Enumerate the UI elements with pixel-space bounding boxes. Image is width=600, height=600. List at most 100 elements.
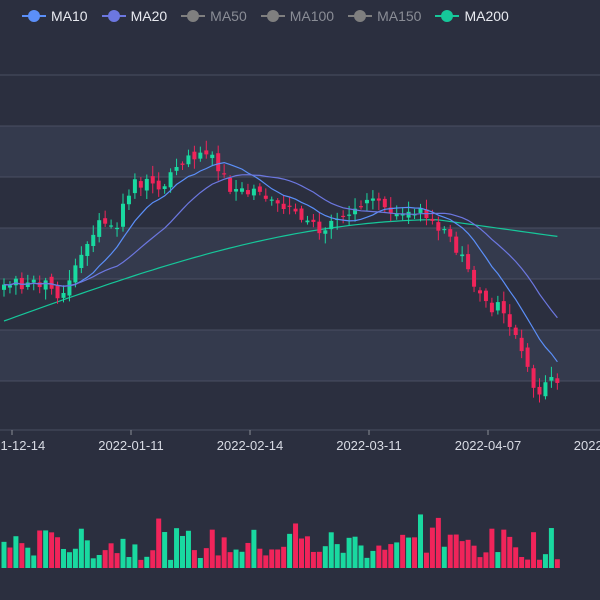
candle	[263, 195, 268, 199]
volume-bar	[441, 546, 447, 568]
candle	[501, 301, 506, 314]
candle	[549, 377, 554, 381]
legend-item-ma10[interactable]: MA10	[22, 8, 88, 24]
volume-bar	[299, 538, 304, 568]
volume-bar	[174, 528, 180, 568]
volume-bar	[418, 514, 423, 568]
candle	[180, 163, 185, 165]
volume-bar	[406, 537, 412, 568]
volume-bar	[150, 550, 156, 568]
plot-band	[0, 75, 600, 126]
candle	[204, 150, 209, 155]
legend-label: MA150	[377, 8, 422, 24]
volume-bar	[7, 547, 13, 568]
volume-bar	[412, 537, 418, 568]
volume-bar	[287, 533, 293, 568]
volume-bar	[340, 552, 346, 568]
volume-bar	[388, 544, 394, 568]
volume-bar	[84, 540, 90, 568]
legend-item-ma150[interactable]: MA150	[348, 8, 421, 24]
legend-label: MA20	[130, 8, 168, 24]
plot-band	[0, 330, 600, 381]
candle	[489, 302, 494, 313]
candle	[472, 269, 477, 287]
candle	[418, 207, 423, 214]
candle	[19, 277, 24, 290]
candle	[37, 282, 42, 288]
plot-band	[0, 126, 600, 177]
volume-bar	[102, 550, 108, 568]
candle	[192, 151, 197, 160]
volume-bar	[43, 530, 49, 568]
legend-marker-icon	[260, 10, 285, 22]
candle	[382, 198, 387, 208]
candle	[240, 188, 244, 192]
legend-marker-icon	[22, 10, 46, 22]
candle	[251, 188, 256, 196]
volume-bar	[19, 543, 25, 568]
legend-item-ma50[interactable]: MA50	[181, 8, 247, 24]
x-tick-label: 2022-01-11	[98, 438, 164, 453]
volume-bar	[489, 528, 495, 568]
volume-bar	[55, 537, 61, 568]
volume-bar	[334, 544, 340, 568]
volume-bar	[245, 542, 251, 568]
candle	[174, 167, 179, 171]
candle	[91, 234, 96, 247]
candle	[495, 302, 500, 311]
legend-item-ma20[interactable]: MA20	[101, 8, 168, 24]
candle	[49, 276, 54, 289]
volume-bar	[459, 541, 465, 568]
candle	[531, 368, 536, 388]
legend-label: MA100	[289, 8, 335, 24]
candle	[210, 154, 215, 159]
volume-bar	[239, 551, 245, 568]
legend-marker-icon	[101, 10, 126, 22]
volume-bar	[138, 559, 144, 568]
volume-bar	[322, 546, 328, 568]
candle	[269, 199, 274, 201]
volume-bar	[31, 555, 37, 568]
ma200-line	[3, 218, 558, 322]
volume-bar	[233, 549, 239, 568]
candle	[67, 280, 72, 296]
candle	[364, 199, 369, 204]
volume-bar	[316, 551, 322, 568]
volume-bar	[78, 528, 84, 568]
volume-bar	[275, 549, 281, 568]
volume-bar	[1, 541, 7, 568]
candle	[115, 227, 120, 230]
volume-bar	[197, 557, 203, 568]
volume-bar	[542, 554, 548, 568]
candle	[454, 236, 459, 253]
volume-bar	[96, 554, 102, 568]
candle	[138, 181, 143, 188]
candle	[234, 189, 239, 192]
volume-bar	[49, 532, 55, 568]
candle	[156, 180, 161, 190]
legend-marker-icon	[435, 10, 460, 22]
candle	[85, 244, 90, 257]
legend-item-ma100[interactable]: MA100	[260, 8, 335, 24]
candle	[55, 285, 60, 299]
candle	[323, 230, 328, 234]
volume-bar	[423, 552, 429, 568]
volume-bar	[37, 530, 43, 568]
volume-bar	[525, 559, 531, 568]
candle	[448, 229, 453, 237]
candle	[555, 378, 560, 383]
volume-bar	[483, 552, 489, 568]
candle	[144, 178, 149, 191]
volume-bar	[328, 532, 334, 568]
legend-item-ma200[interactable]: MA200	[435, 8, 509, 24]
volume-bar	[495, 552, 501, 568]
candle	[359, 206, 363, 208]
plot-band	[0, 381, 600, 430]
candle	[222, 173, 227, 175]
x-tick-label: 2022-04-07	[455, 438, 522, 453]
candle	[198, 152, 203, 159]
volume-bar	[352, 536, 358, 568]
candle	[257, 186, 262, 192]
